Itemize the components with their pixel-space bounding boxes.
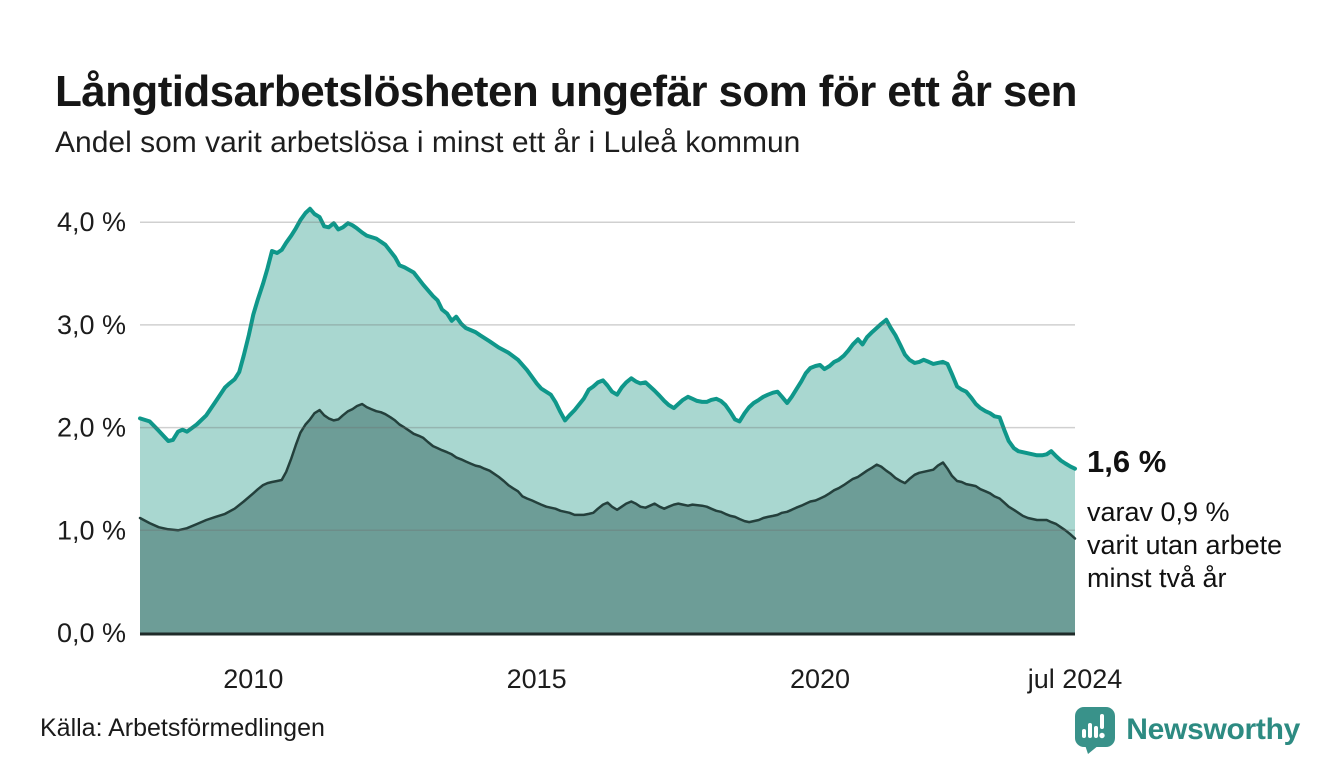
y-axis-tick-label: 0,0 % [57,618,126,648]
newsworthy-bar-chart-bubble-icon [1075,707,1116,754]
x-axis-tick-label: 2015 [507,664,567,694]
annotation-detail-line: varit utan arbete [1087,530,1283,560]
x-axis-tick-label: 2010 [223,664,283,694]
y-gridlines [140,221,1075,532]
y-axis-tick-label: 2,0 % [57,413,126,443]
y-axis-tick-label: 1,0 % [57,515,126,545]
x-axis-tick-label: 2020 [790,664,850,694]
chart-subtitle: Andel som varit arbetslösa i minst ett å… [55,126,801,159]
newsworthy-logo[interactable]: Newsworthy [1073,704,1300,756]
line-total-at-least-one-year [138,206,1077,471]
end-value-annotation: 1,6 % varav 0,9 % varit utan arbete mins… [1087,444,1337,595]
y-axis-labels: 0,0 % 1,0 % 2,0 % 3,0 % 4,0 % [57,207,126,648]
x-axis-labels: 2010 2015 2020 jul 2024 [223,664,1122,694]
area-at-least-two-years [140,404,1075,633]
end-value-label: 1,6 % [1087,444,1167,479]
annotation-detail-line: minst två år [1087,563,1227,593]
x-axis-tick-label: jul 2024 [1027,664,1123,694]
annotation-detail-line: varav 0,9 % [1087,497,1230,527]
brand-name: Newsworthy [1126,713,1300,746]
y-axis-tick-label: 3,0 % [57,310,126,340]
y-axis-tick-label: 4,0 % [57,207,126,237]
series-areas [138,206,1077,634]
line-at-least-two-years [138,402,1077,540]
chart-title: Långtidsarbetslösheten ungefär som för e… [55,67,1078,117]
source-note: Källa: Arbetsförmedlingen [40,714,325,742]
